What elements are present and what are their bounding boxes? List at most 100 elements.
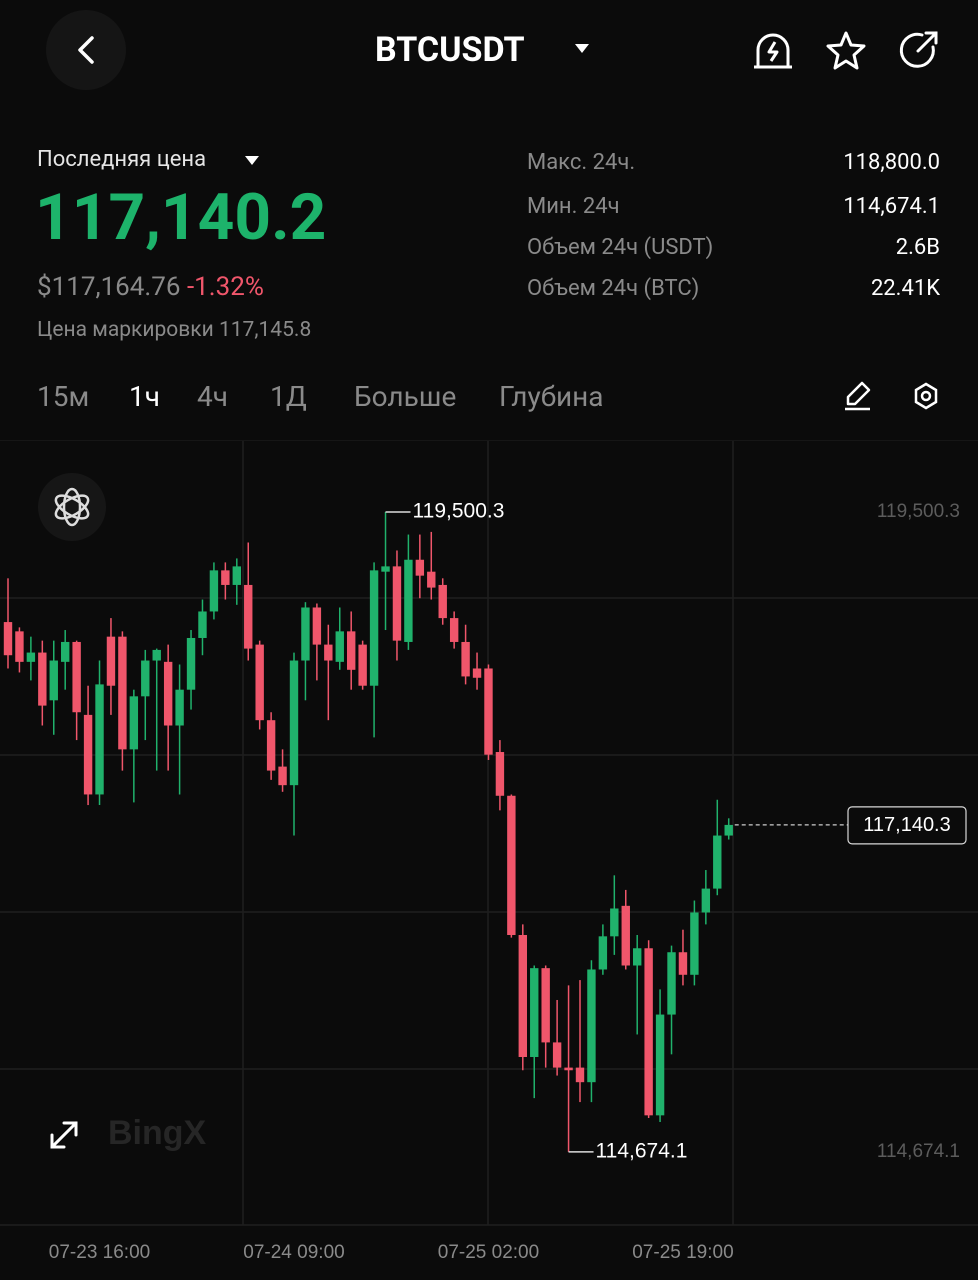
candle-body [495, 752, 505, 796]
favorite-icon[interactable] [826, 31, 866, 70]
last-price-box [847, 806, 967, 845]
stat-value: 114,674.1 [843, 194, 940, 219]
symbol[interactable]: BTCUSDT [375, 30, 525, 70]
stat-label: Объем 24ч (USDT) [527, 235, 714, 260]
stats: Макс. 24ч. 118,800.0 Мин. 24ч 114,674.1 Об… [527, 150, 940, 317]
stat-value: 118,800.0 [843, 150, 940, 175]
candle-body [541, 968, 550, 1043]
candle-body [72, 641, 81, 713]
candle-body [358, 644, 367, 686]
candle-body [266, 720, 276, 771]
price-sub: $117,164.76 -1.32% [37, 274, 264, 300]
candle-body [175, 689, 184, 726]
candle-body [449, 618, 459, 642]
stat-row: Объем 24ч (BTC) 22.41K [527, 276, 940, 317]
alert-icon[interactable] [754, 33, 792, 69]
last-price: 117,140.2 [35, 180, 327, 255]
candle-body [163, 661, 173, 726]
candle-body [244, 584, 253, 649]
share-icon[interactable] [899, 31, 938, 68]
candle-body [564, 1067, 573, 1071]
stat-value: 2.6B [895, 235, 940, 260]
candle-body [198, 611, 207, 638]
grid [0, 441, 978, 1226]
candle-body [633, 948, 642, 966]
header-icons [0, 10, 978, 441]
mark-price: Цена маркировки 117,145.8 [37, 318, 312, 342]
candle-body [392, 566, 402, 641]
candle-body [518, 935, 527, 1057]
candle-body [186, 637, 196, 690]
candle-body [552, 1042, 562, 1068]
candle-body [587, 969, 596, 1083]
tab[interactable]: 1Д [270, 380, 307, 413]
draw-icon[interactable] [845, 381, 871, 411]
candle-body [678, 952, 688, 975]
candle-body [530, 968, 539, 1057]
candle-body [347, 631, 356, 670]
price-caret[interactable] [245, 156, 259, 165]
x-tick-label: 07-24 09:00 [243, 1242, 344, 1263]
candle-body [324, 644, 333, 661]
ai-icon [54, 487, 90, 527]
candle-body [106, 636, 116, 686]
candle-body [301, 607, 310, 661]
tab[interactable]: Больше [354, 380, 457, 413]
x-tick-label: 07-23 16:00 [49, 1242, 150, 1263]
price-change: -1.32% [186, 272, 264, 302]
candle-body [575, 1067, 585, 1083]
stat-row: Мин. 24ч 114,674.1 [527, 194, 940, 235]
candle-body [507, 795, 516, 936]
chart: BingX 119,500.3 114,674.1 07-23 16:00 07-24… [0, 441, 978, 1263]
usd-price: $117,164.76 [37, 272, 181, 302]
candle-body [26, 652, 36, 662]
y-tick-label: 114,674.1 [877, 1141, 960, 1162]
candle-body [381, 566, 390, 572]
candle-body [255, 644, 264, 721]
candle-body [701, 888, 711, 913]
candle-body [713, 835, 722, 889]
symbol-caret[interactable] [575, 44, 589, 53]
candle-body [118, 636, 127, 750]
fullscreen-icon[interactable] [50, 1121, 78, 1149]
candle-body [690, 912, 699, 975]
tab[interactable]: Глубина [499, 380, 604, 413]
candle-body [369, 570, 379, 686]
candle-body [655, 1014, 665, 1116]
candle-body [461, 641, 470, 677]
candle-body [38, 652, 47, 706]
candle-body [667, 952, 676, 1015]
stat-row: Макс. 24ч. 118,800.0 [527, 150, 940, 194]
tab-active[interactable]: 1ч [129, 380, 160, 413]
tab[interactable]: 4ч [197, 380, 228, 413]
candle-body [415, 559, 425, 576]
price-label: Последняя цена [37, 147, 207, 172]
candle-body [644, 948, 653, 1116]
back-icon [78, 36, 94, 64]
stat-label: Объем 24ч (BTC) [527, 276, 700, 301]
tab[interactable]: 15м [37, 380, 90, 413]
stat-label: Макс. 24ч. [527, 150, 636, 175]
back-button[interactable] [46, 10, 126, 90]
candle-body [129, 696, 139, 750]
candle-body [278, 766, 287, 786]
candle-body [404, 559, 413, 642]
stat-row: Объем 24ч (USDT) 2.6B [527, 235, 940, 276]
ai-button[interactable] [38, 473, 106, 541]
candle-body [312, 607, 322, 645]
candle-body [152, 649, 161, 661]
candle-body [621, 905, 630, 966]
candle-body [141, 660, 150, 697]
candle-body [15, 631, 24, 662]
stat-label: Мин. 24ч [527, 194, 620, 219]
candle-body [335, 631, 344, 662]
candle-body [610, 908, 619, 937]
candle-body [472, 668, 482, 678]
candle-body [3, 622, 13, 656]
candle-body [61, 641, 70, 662]
candle-body [95, 684, 104, 795]
candle-body [724, 824, 733, 836]
settings-icon[interactable] [914, 382, 938, 410]
candle-body [484, 668, 493, 755]
